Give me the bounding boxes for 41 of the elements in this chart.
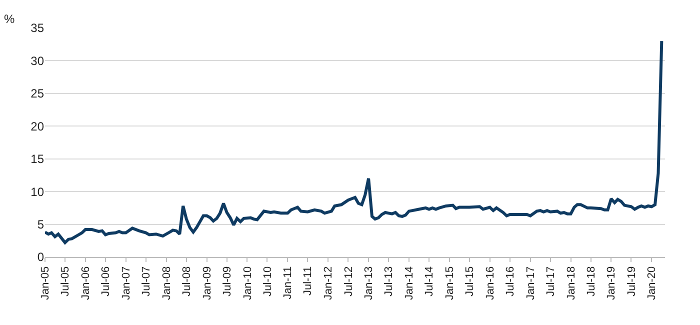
- y-tick-label: 35: [30, 21, 44, 36]
- y-tick-label: 25: [30, 86, 44, 101]
- x-tick-label: Jul-09: [221, 266, 234, 296]
- x-tick-label: Jul-08: [180, 266, 193, 296]
- x-tick-label: Jul-17: [544, 266, 557, 296]
- x-tick-label: Jan-05: [40, 266, 52, 300]
- x-tick-label: Jan-20: [646, 266, 658, 300]
- x-tick-label: Jul-10: [262, 266, 274, 296]
- x-tick-label: Jul-13: [383, 266, 396, 296]
- x-tick-label: Jul-12: [342, 266, 355, 296]
- x-tick-label: Jan-10: [242, 266, 254, 300]
- y-tick-label: 20: [30, 119, 44, 134]
- x-tick-label: Jul-16: [504, 266, 517, 296]
- y-tick-label: 5: [37, 217, 44, 232]
- x-tick-label: Jul-06: [100, 266, 112, 296]
- x-tick-label: Jul-19: [626, 266, 638, 296]
- y-tick-label: 0: [37, 250, 44, 264]
- x-tick-label: Jan-11: [282, 266, 294, 300]
- line-series: [45, 40, 664, 244]
- x-tick-label: Jan-19: [606, 266, 618, 300]
- x-tick-label: Jan-12: [322, 266, 335, 300]
- y-tick-label: 15: [30, 152, 44, 166]
- x-tick-label: Jan-17: [524, 266, 537, 300]
- x-tick-label: Jan-13: [363, 266, 376, 300]
- x-tick-label: Jul-07: [140, 266, 152, 296]
- y-tick-label: 30: [30, 54, 44, 68]
- x-tick-label: Jan-16: [484, 266, 496, 300]
- x-tick-label: Jul-05: [60, 266, 72, 296]
- x-tick-label: Jul-14: [424, 266, 436, 296]
- x-tick-label: Jan-08: [160, 266, 173, 300]
- x-tick-label: Jan-09: [201, 266, 214, 300]
- y-tick-label: 10: [30, 184, 44, 199]
- x-tick-label: Jan-06: [80, 266, 92, 300]
- x-tick-label: Jan-07: [120, 266, 132, 300]
- x-tick-label: Jul-18: [585, 266, 598, 296]
- x-tick-label: Jan-15: [444, 266, 456, 300]
- x-tick-label: Jan-14: [404, 266, 416, 300]
- y-axis-title: %: [4, 12, 15, 26]
- x-tick-label: Jul-11: [302, 266, 314, 296]
- x-tick-label: Jul-15: [464, 266, 476, 296]
- x-tick-label: Jan-18: [565, 266, 578, 300]
